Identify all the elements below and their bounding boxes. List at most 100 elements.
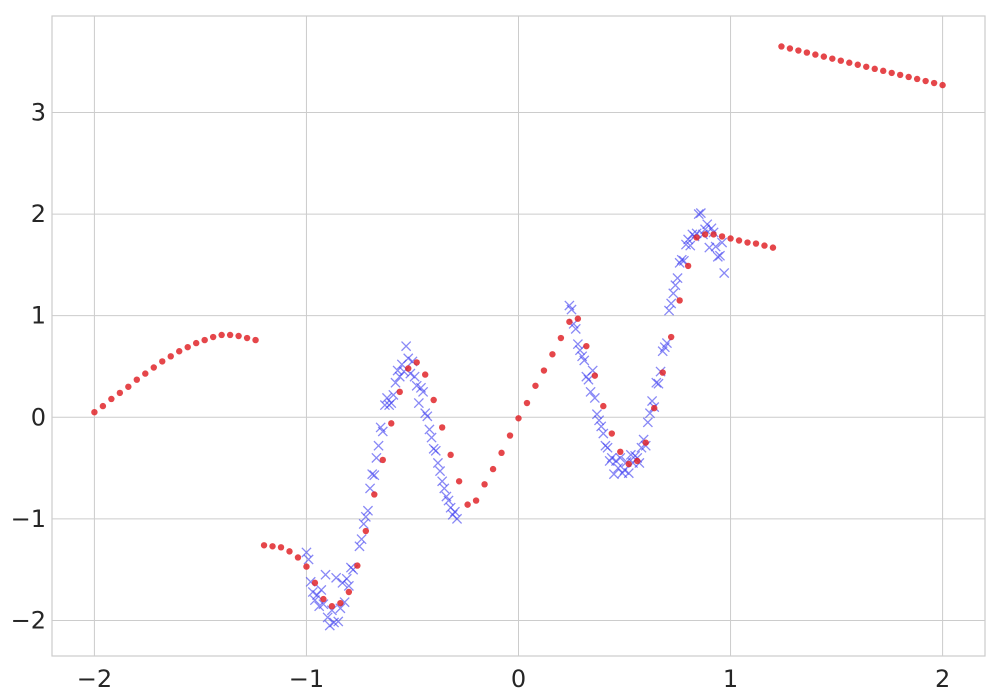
data-point-dot [939, 81, 946, 89]
data-point-x [341, 573, 352, 584]
data-point-x [710, 241, 721, 252]
data-point-x [449, 506, 460, 517]
data-point-dot [651, 404, 658, 412]
data-point-x [651, 377, 662, 388]
data-point-dot [235, 332, 242, 340]
data-point-x [717, 237, 728, 248]
data-point-x [594, 415, 605, 426]
data-point-x [331, 572, 342, 583]
data-point-x [608, 469, 619, 480]
data-point-dot [846, 59, 853, 66]
x-tick-label: −2 [77, 665, 112, 693]
data-point-dot [489, 465, 497, 473]
data-point-x [326, 605, 337, 616]
data-point-dot [930, 79, 938, 87]
data-point-x [390, 377, 401, 388]
grid [52, 16, 985, 656]
data-point-x [401, 341, 412, 352]
data-point-x [574, 345, 586, 356]
data-point-x [589, 392, 600, 404]
data-point-dot [396, 388, 403, 396]
data-point-x [647, 395, 658, 407]
data-point-dot [116, 389, 124, 397]
data-point-x [301, 547, 312, 558]
data-point-dot [812, 51, 819, 58]
data-point-x [424, 424, 435, 435]
data-point-x [602, 442, 613, 453]
data-point-x [676, 254, 687, 265]
data-point-dot [159, 358, 166, 365]
data-point-dot [294, 554, 302, 561]
data-point-x [316, 584, 327, 596]
data-point-dot [829, 55, 836, 62]
data-point-dot [337, 599, 344, 607]
data-point-dot [532, 382, 539, 389]
y-tick-label: 1 [31, 302, 46, 330]
x-tick-label: 2 [935, 665, 950, 693]
data-point-x [379, 400, 390, 411]
data-point-dot [710, 231, 717, 238]
data-point-x [672, 273, 683, 284]
data-point-dot [549, 351, 556, 358]
data-point-dot [277, 544, 285, 551]
data-point-dot [209, 333, 217, 341]
data-point-dot [701, 231, 709, 238]
y-axis-ticks: −2 −1 0 1 2 3 [11, 99, 46, 635]
x-tick-label: 1 [723, 665, 738, 693]
data-point-x [583, 374, 594, 385]
data-point-dot [761, 242, 768, 249]
data-point-x [343, 580, 354, 591]
data-point-dot [905, 73, 912, 81]
series-1 [91, 43, 946, 610]
data-point-x [322, 612, 333, 623]
data-point-x [596, 421, 607, 432]
data-point-x [369, 470, 380, 481]
data-point-dot [600, 402, 607, 410]
data-point-x [360, 511, 371, 522]
data-point-x [377, 426, 388, 437]
x-tick-label: 0 [511, 665, 526, 693]
data-point-dot [192, 339, 200, 347]
data-point-dot [388, 420, 395, 427]
data-point-dot [523, 399, 531, 407]
data-point-dot [769, 244, 777, 251]
data-point-dot [583, 342, 590, 350]
data-point-x [437, 476, 448, 487]
data-point-x [653, 378, 664, 389]
data-point-dot [125, 383, 132, 390]
data-point-dot [667, 333, 675, 341]
data-point-x [354, 541, 365, 552]
data-point-x [606, 452, 617, 463]
data-point-dot [201, 336, 208, 344]
data-point-dot [566, 318, 573, 325]
data-point-dot [472, 497, 480, 504]
data-point-x [413, 397, 424, 409]
data-point-dot [778, 43, 785, 50]
data-point-x [335, 603, 346, 614]
data-point-dot [252, 336, 259, 344]
data-point-dot [854, 61, 861, 68]
data-point-x [610, 455, 622, 467]
data-point-dot [752, 240, 760, 247]
data-point-dot [303, 563, 310, 570]
data-point-x [704, 242, 715, 253]
data-point-dot [362, 527, 370, 535]
data-point-dot [659, 369, 666, 376]
data-point-dot [591, 372, 599, 379]
data-point-x [619, 465, 630, 476]
data-point-dot [455, 478, 463, 485]
data-point-x [598, 428, 609, 439]
data-point-x [585, 386, 596, 397]
data-point-x [309, 595, 320, 606]
data-point-dot [913, 75, 921, 83]
data-point-x [570, 323, 581, 334]
data-point-x [579, 355, 590, 366]
data-point-dot [684, 262, 692, 270]
data-point-dot [498, 449, 505, 457]
data-point-x [422, 411, 433, 422]
data-point-x [426, 432, 437, 443]
data-point-x [642, 417, 653, 428]
data-point-x [719, 267, 730, 279]
y-tick-label: −1 [11, 505, 46, 533]
data-point-dot [557, 334, 565, 342]
